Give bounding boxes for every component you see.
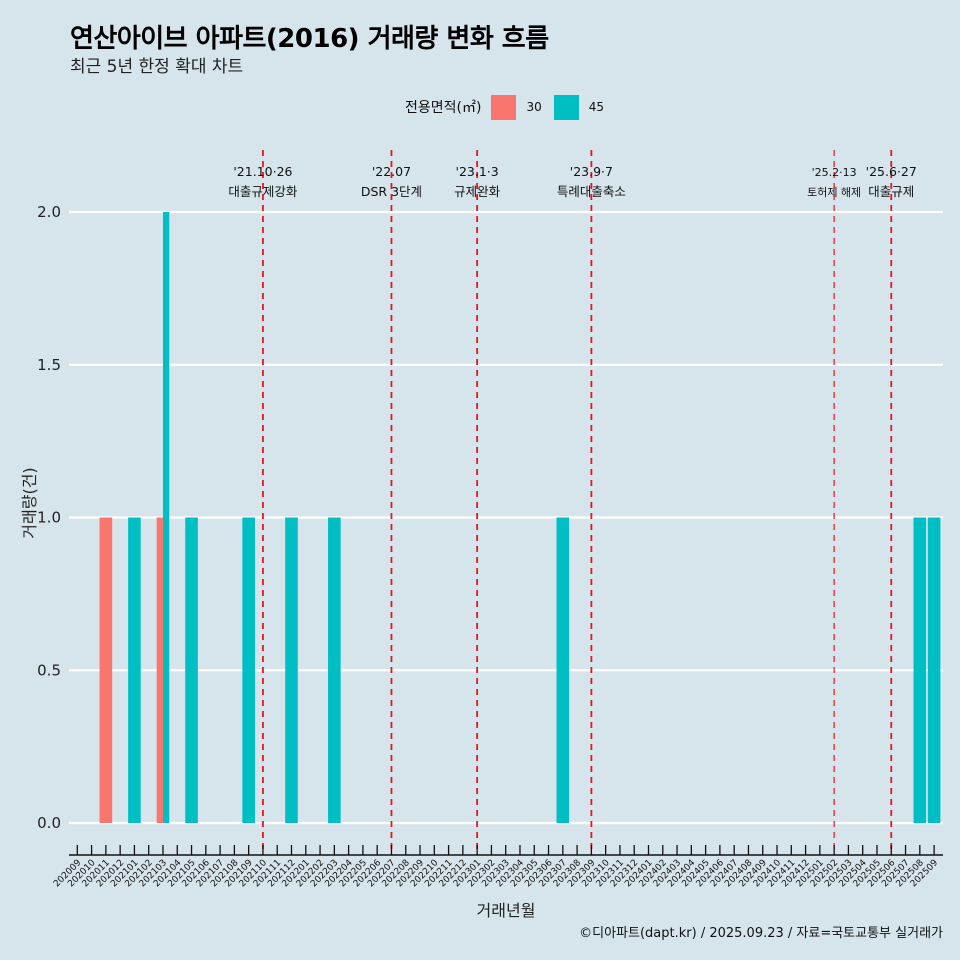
- annotation-date: '21.10·26: [233, 164, 292, 179]
- bar-45-202105: [185, 517, 198, 823]
- bar-45-202509: [927, 517, 941, 823]
- bar-45-202508: [913, 517, 927, 823]
- bar-45-202203: [328, 517, 341, 823]
- annotation-label: 특례대출축소: [557, 184, 626, 199]
- legend: 전용면적(㎡) 30 45: [405, 94, 616, 120]
- annotation-label: 대출규제강화: [228, 184, 298, 199]
- y-tick-label: 1.0: [37, 509, 61, 527]
- y-tick-label: 0.0: [37, 814, 61, 832]
- legend-swatch-30: [491, 94, 517, 120]
- bar-30-202103: [156, 517, 163, 823]
- bar-45-202307: [556, 517, 570, 823]
- annotation-date: '23.1·3: [456, 164, 499, 179]
- annotation-date: '25.6·27: [866, 164, 917, 179]
- bar-30-202011: [99, 517, 113, 823]
- bar-45-202109: [242, 517, 255, 823]
- y-tick-label: 1.5: [37, 356, 61, 374]
- annotation-label: 규제완화: [454, 184, 501, 199]
- x-axis-label: 거래년월: [476, 901, 536, 920]
- legend-label-45: 45: [588, 100, 605, 114]
- chart-title: 연산아이브 아파트(2016) 거래량 변화 흐름: [70, 24, 549, 54]
- annotation-label: DSR 3단계: [361, 184, 422, 199]
- legend-label-30: 30: [526, 100, 542, 114]
- bar-45-202103: [162, 212, 170, 823]
- y-tick-label: 2.0: [37, 203, 61, 221]
- bar-45-202112: [285, 517, 298, 823]
- source-caption: ©디아파트(dapt.kr) / 2025.09.23 / 자료=국토교통부 실…: [579, 926, 943, 941]
- annotation-date: '22.07: [372, 164, 411, 179]
- y-axis-label: 거래량(건): [20, 467, 39, 539]
- legend-title: 전용면적(㎡): [405, 100, 482, 116]
- chart-subtitle: 최근 5년 한정 확대 차트: [70, 57, 244, 77]
- legend-swatch-45: [553, 94, 579, 120]
- annotation-label: 대출규제: [868, 184, 914, 199]
- y-tick-label: 0.5: [37, 661, 61, 679]
- bar-45-202101: [128, 517, 141, 823]
- annotation-date: '23.9·7: [570, 164, 613, 179]
- annotation-label: 토허제 해제: [807, 185, 861, 199]
- annotation-date: '25.2·13: [812, 166, 857, 179]
